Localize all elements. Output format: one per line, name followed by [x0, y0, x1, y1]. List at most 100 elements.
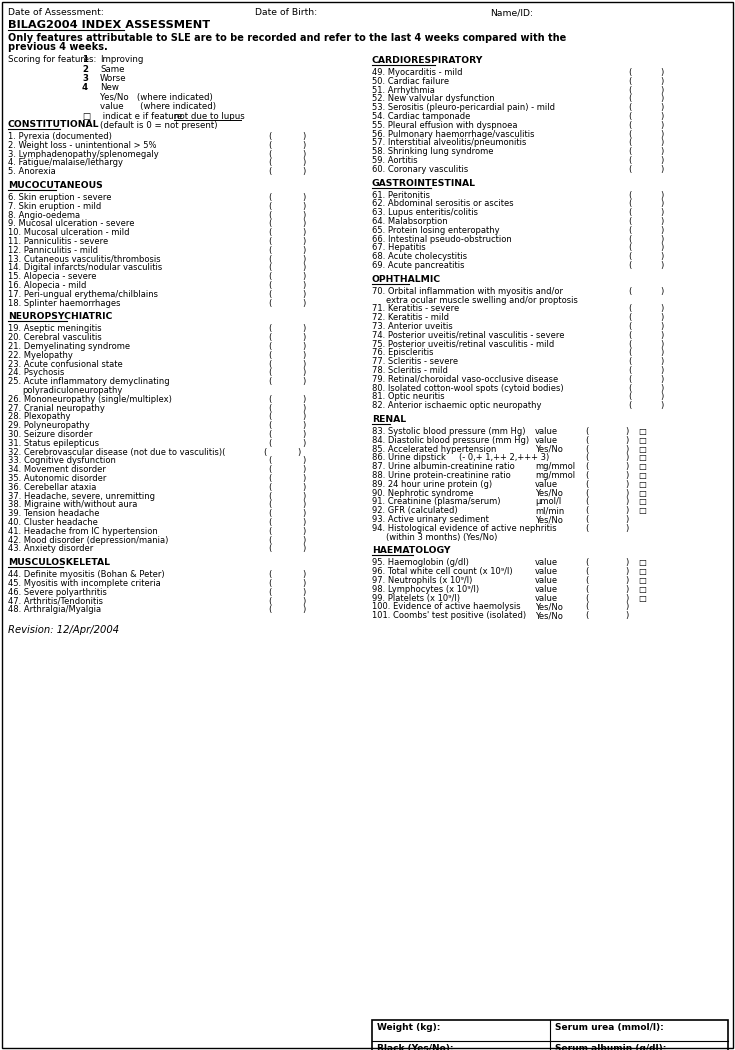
Text: ): ) [625, 427, 628, 436]
Text: ): ) [302, 246, 305, 255]
Text: 61. Peritonitis: 61. Peritonitis [372, 191, 430, 200]
Text: ): ) [660, 112, 663, 121]
Text: 43. Anxiety disorder: 43. Anxiety disorder [8, 544, 93, 553]
Text: (: ( [268, 333, 271, 342]
Text: 101. Coombs' test positive (isolated): 101. Coombs' test positive (isolated) [372, 611, 526, 621]
Text: 93. Active urinary sediment: 93. Active urinary sediment [372, 514, 489, 524]
Text: 95. Haemoglobin (g/dl): 95. Haemoglobin (g/dl) [372, 559, 469, 567]
Text: CARDIORESPIRATORY: CARDIORESPIRATORY [372, 56, 484, 65]
Text: (: ( [585, 611, 588, 621]
Text: 52. New valvular dysfunction: 52. New valvular dysfunction [372, 94, 495, 103]
Text: 3: 3 [82, 74, 88, 83]
Text: value: value [535, 559, 558, 567]
Text: 75. Posterior uveitis/retinal vasculitis - mild: 75. Posterior uveitis/retinal vasculitis… [372, 339, 554, 349]
Text: ): ) [302, 351, 305, 360]
Text: polyradiculoneuropathy: polyradiculoneuropathy [22, 386, 122, 395]
Text: (: ( [268, 281, 271, 290]
Text: ): ) [302, 536, 305, 545]
Text: (: ( [628, 313, 631, 322]
Text: ): ) [625, 603, 628, 611]
Text: New: New [100, 84, 119, 92]
Text: ): ) [660, 156, 663, 165]
Text: 78. Scleritis - mild: 78. Scleritis - mild [372, 366, 448, 375]
Text: 60. Coronary vasculitis: 60. Coronary vasculitis [372, 165, 468, 174]
Text: 91. Creatinine (plasma/serum): 91. Creatinine (plasma/serum) [372, 498, 501, 506]
Text: ): ) [625, 593, 628, 603]
Text: □: □ [82, 112, 90, 121]
Text: 26. Mononeuropathy (single/multiplex): 26. Mononeuropathy (single/multiplex) [8, 395, 172, 404]
Text: 46. Severe polyarthritis: 46. Severe polyarthritis [8, 588, 107, 596]
Text: ): ) [660, 165, 663, 174]
Text: (: ( [628, 366, 631, 375]
Text: 9. Mucosal ulceration - severe: 9. Mucosal ulceration - severe [8, 219, 135, 229]
Text: ): ) [660, 226, 663, 235]
Text: (: ( [268, 527, 271, 536]
Text: (: ( [585, 454, 588, 462]
Text: RENAL: RENAL [372, 415, 406, 424]
Text: 66. Intestinal pseudo-obstruction: 66. Intestinal pseudo-obstruction [372, 234, 512, 244]
Text: NEUROPSYCHIATRIC: NEUROPSYCHIATRIC [8, 313, 112, 321]
Text: 25. Acute inflammatory demyclinating: 25. Acute inflammatory demyclinating [8, 377, 170, 386]
Text: 84. Diastolic blood pressure (mm Hg): 84. Diastolic blood pressure (mm Hg) [372, 436, 529, 445]
Text: (: ( [628, 139, 631, 147]
Text: ): ) [302, 141, 305, 150]
Text: □: □ [638, 488, 646, 498]
Text: ): ) [660, 103, 663, 112]
Text: (: ( [585, 480, 588, 489]
Text: 56. Pulmonary haemorrhage/vasculitis: 56. Pulmonary haemorrhage/vasculitis [372, 129, 534, 139]
Text: 67. Hepatitis: 67. Hepatitis [372, 244, 426, 252]
Text: (: ( [628, 200, 631, 208]
Text: (: ( [268, 501, 271, 509]
Text: ): ) [302, 167, 305, 176]
Text: ): ) [660, 383, 663, 393]
Text: Revision: 12/Apr/2004: Revision: 12/Apr/2004 [8, 625, 119, 635]
Text: 74. Posterior uveitis/retinal vasculitis - severe: 74. Posterior uveitis/retinal vasculitis… [372, 331, 564, 340]
Text: ): ) [302, 430, 305, 439]
Text: (: ( [268, 570, 271, 580]
Text: 10. Mucosal ulceration - mild: 10. Mucosal ulceration - mild [8, 228, 129, 237]
Text: □: □ [638, 576, 646, 585]
Text: 62. Abdominal serositis or ascites: 62. Abdominal serositis or ascites [372, 200, 514, 208]
Text: ): ) [302, 219, 305, 229]
Text: (: ( [268, 457, 271, 465]
Text: 59. Aortitis: 59. Aortitis [372, 156, 417, 165]
Text: 37. Headache, severe, unremitting: 37. Headache, severe, unremitting [8, 491, 155, 501]
Text: □: □ [638, 462, 646, 471]
Text: ): ) [625, 462, 628, 471]
Text: ml/min: ml/min [535, 506, 564, 516]
Text: (: ( [628, 217, 631, 226]
Text: ): ) [625, 506, 628, 516]
Text: ): ) [302, 281, 305, 290]
Text: ): ) [302, 324, 305, 334]
Text: 50. Cardiac failure: 50. Cardiac failure [372, 77, 449, 86]
Text: ): ) [660, 349, 663, 357]
Text: 100. Evidence of active haemolysis: 100. Evidence of active haemolysis [372, 603, 520, 611]
Text: MUCOCUTANEOUS: MUCOCUTANEOUS [8, 181, 103, 190]
Text: (: ( [585, 462, 588, 471]
Text: ): ) [660, 375, 663, 384]
Text: 21. Demyelinating syndrome: 21. Demyelinating syndrome [8, 342, 130, 351]
Text: 12. Panniculitis - mild: 12. Panniculitis - mild [8, 246, 98, 255]
Text: □: □ [638, 454, 646, 462]
Text: ): ) [660, 208, 663, 217]
Text: 89. 24 hour urine protein (g): 89. 24 hour urine protein (g) [372, 480, 492, 489]
Text: ): ) [660, 121, 663, 130]
Text: (: ( [628, 304, 631, 313]
Text: 58. Shrinking lung syndrome: 58. Shrinking lung syndrome [372, 147, 493, 156]
Text: ): ) [625, 480, 628, 489]
Text: ): ) [302, 588, 305, 596]
Text: (: ( [585, 576, 588, 585]
Text: (: ( [628, 191, 631, 200]
Text: 4: 4 [82, 84, 88, 92]
Text: 48. Arthralgia/Myalgia: 48. Arthralgia/Myalgia [8, 606, 101, 614]
Text: previous 4 weeks.: previous 4 weeks. [8, 42, 108, 52]
Text: Same: Same [100, 64, 124, 74]
Text: (: ( [268, 606, 271, 614]
Text: (: ( [628, 234, 631, 244]
Text: 42. Mood disorder (depression/mania): 42. Mood disorder (depression/mania) [8, 536, 168, 545]
Text: ): ) [660, 366, 663, 375]
Text: (: ( [268, 474, 271, 483]
Text: □: □ [638, 498, 646, 506]
Text: 71. Keratitis - severe: 71. Keratitis - severe [372, 304, 459, 313]
Text: 36. Cerebellar ataxia: 36. Cerebellar ataxia [8, 483, 96, 491]
